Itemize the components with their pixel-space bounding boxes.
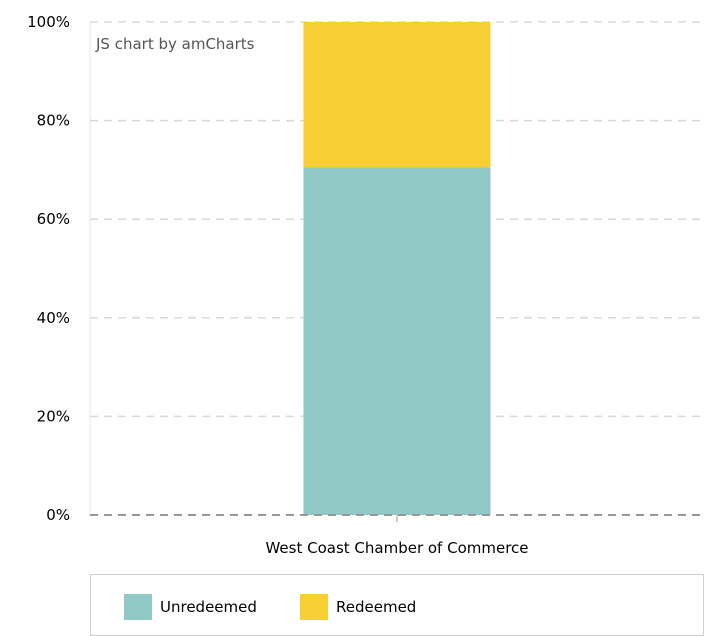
bar-redeemed[interactable]	[303, 22, 491, 168]
legend-label-unredeemed: Unredeemed	[160, 598, 257, 616]
y-tick-label: 40%	[37, 309, 70, 327]
bar-unredeemed[interactable]	[303, 167, 491, 515]
y-tick-label: 100%	[27, 13, 70, 31]
legend-swatch-redeemed	[300, 594, 328, 620]
grid-layer	[89, 21, 704, 515]
y-tick-label: 20%	[37, 407, 70, 425]
axis-layer: 0% 20% 40% 60% 80% 100% West Coast Chamber of …	[27, 13, 704, 557]
y-tick-label: 60%	[37, 210, 70, 228]
chart-plot: 0% 20% 40% 60% 80% 100% West Coast Chamber of …	[27, 13, 704, 557]
y-tick-label: 80%	[37, 112, 70, 130]
x-category-label: West Coast Chamber of Commerce	[265, 539, 528, 557]
chart-credit[interactable]: JS chart by amCharts	[95, 35, 255, 53]
legend-item-redeemed[interactable]: Redeemed	[300, 594, 416, 620]
legend-swatch-unredeemed	[124, 594, 152, 620]
bar-layer	[303, 22, 491, 515]
y-tick-label: 0%	[46, 506, 70, 524]
legend: Unredeemed Redeemed	[90, 574, 704, 636]
legend-label-redeemed: Redeemed	[336, 598, 417, 616]
legend-item-unredeemed[interactable]: Unredeemed	[124, 594, 257, 620]
